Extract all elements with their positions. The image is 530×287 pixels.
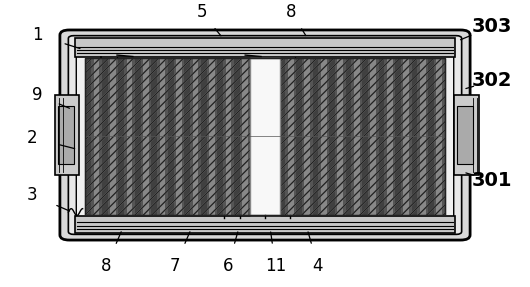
- Bar: [279, 58, 285, 215]
- Bar: [176, 58, 182, 215]
- Bar: [395, 58, 401, 215]
- Text: 8: 8: [286, 3, 297, 21]
- Bar: [118, 58, 124, 215]
- Text: 303: 303: [472, 17, 513, 36]
- Text: 5: 5: [196, 3, 207, 21]
- FancyBboxPatch shape: [76, 39, 454, 228]
- Bar: [329, 58, 335, 215]
- Bar: [135, 58, 140, 215]
- Bar: [437, 58, 442, 215]
- Bar: [454, 95, 479, 175]
- Bar: [279, 58, 445, 215]
- Bar: [387, 58, 393, 215]
- Bar: [313, 58, 319, 215]
- Bar: [304, 58, 310, 215]
- FancyBboxPatch shape: [68, 36, 462, 234]
- Text: 302: 302: [472, 71, 513, 90]
- Bar: [209, 58, 215, 215]
- Bar: [234, 58, 240, 215]
- Text: 8: 8: [101, 257, 112, 275]
- Bar: [354, 58, 360, 215]
- Bar: [279, 58, 445, 215]
- Bar: [85, 58, 91, 215]
- Bar: [184, 58, 190, 215]
- Text: 6: 6: [223, 257, 233, 275]
- Bar: [226, 58, 232, 215]
- Bar: [102, 58, 108, 215]
- Bar: [110, 58, 116, 215]
- Bar: [362, 58, 368, 215]
- Bar: [346, 58, 351, 215]
- Bar: [85, 58, 251, 215]
- Bar: [75, 38, 455, 57]
- Bar: [85, 58, 251, 215]
- Bar: [93, 58, 99, 215]
- Bar: [428, 58, 434, 215]
- Bar: [217, 58, 223, 215]
- Bar: [160, 58, 165, 215]
- Bar: [288, 58, 294, 215]
- Bar: [420, 58, 426, 215]
- Bar: [403, 58, 409, 215]
- Text: 7: 7: [170, 257, 180, 275]
- Bar: [143, 58, 149, 215]
- Bar: [242, 58, 248, 215]
- Text: 301: 301: [472, 171, 513, 190]
- Bar: [192, 58, 198, 215]
- Bar: [251, 58, 279, 215]
- Bar: [378, 58, 384, 215]
- Text: 3: 3: [27, 186, 38, 204]
- Bar: [168, 58, 174, 215]
- Bar: [85, 58, 445, 215]
- Bar: [201, 58, 207, 215]
- Bar: [279, 58, 445, 215]
- Text: 4: 4: [313, 257, 323, 275]
- Bar: [85, 58, 251, 215]
- Text: 1: 1: [32, 26, 43, 44]
- Bar: [457, 106, 473, 164]
- Bar: [296, 58, 302, 215]
- Bar: [370, 58, 376, 215]
- Bar: [338, 58, 343, 215]
- FancyBboxPatch shape: [60, 30, 470, 240]
- Text: 2: 2: [27, 129, 38, 147]
- Bar: [321, 58, 326, 215]
- Bar: [58, 106, 74, 164]
- Text: 9: 9: [32, 86, 43, 104]
- Bar: [412, 58, 418, 215]
- Bar: [75, 216, 455, 234]
- Text: 11: 11: [265, 257, 286, 275]
- Bar: [127, 58, 132, 215]
- Bar: [55, 95, 79, 175]
- Bar: [152, 58, 157, 215]
